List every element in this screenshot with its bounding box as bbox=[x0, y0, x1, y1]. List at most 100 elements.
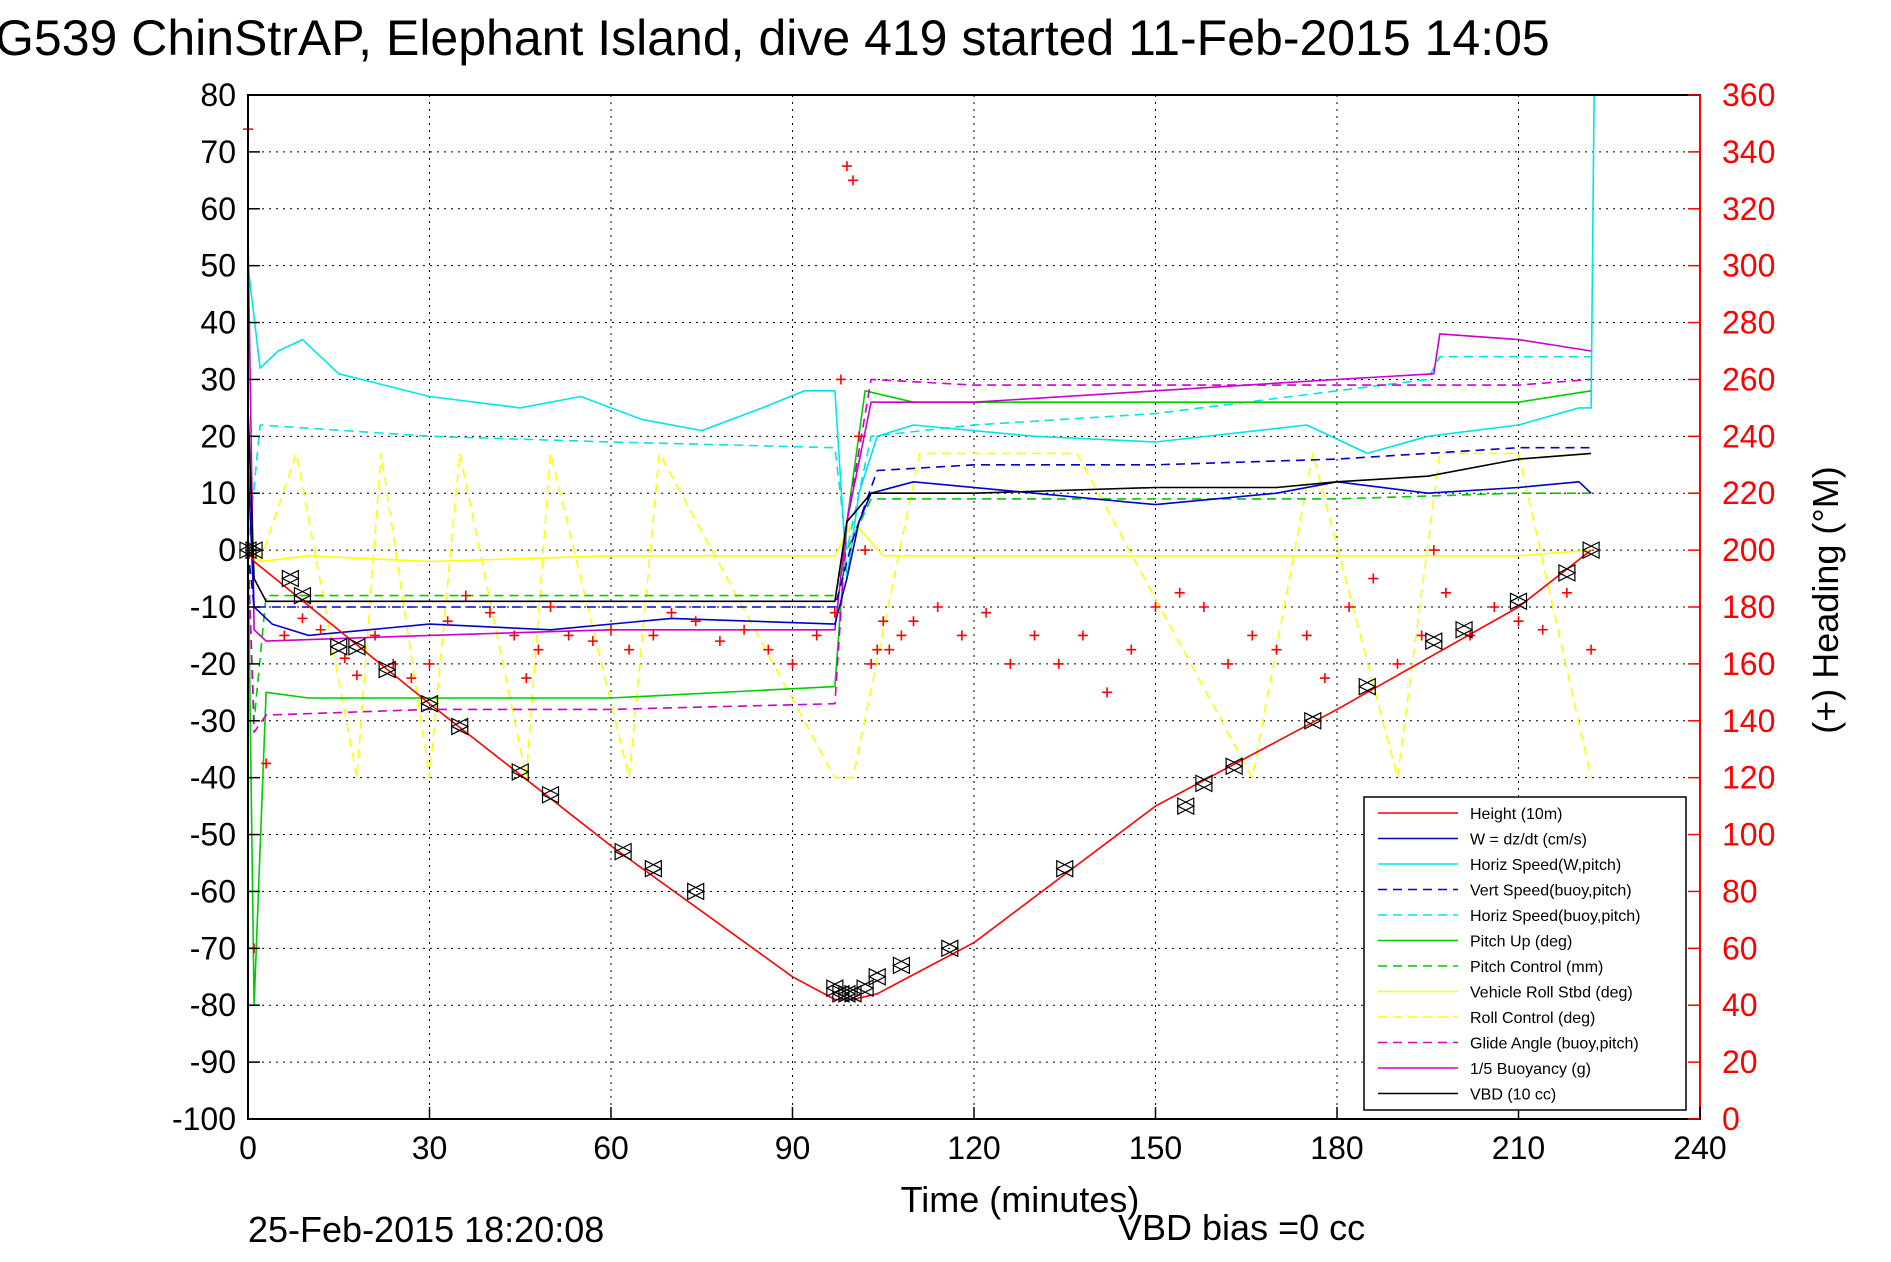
heading-point bbox=[261, 758, 272, 769]
heading-point bbox=[835, 374, 846, 385]
chart-title: G539 ChinStrAP, Elephant Island, dive 41… bbox=[0, 10, 1550, 66]
dive-marker bbox=[420, 694, 439, 713]
legend-entry: Vehicle Roll Stbd (deg) bbox=[1470, 985, 1633, 1002]
heading-point bbox=[406, 673, 417, 684]
series-line-1-5-buoyancy-g bbox=[247, 237, 1592, 642]
heading-point bbox=[1301, 630, 1312, 641]
dive-marker bbox=[867, 967, 887, 986]
heading-point bbox=[829, 607, 840, 618]
right-tick-label: 180 bbox=[1722, 589, 1775, 625]
dive-marker bbox=[892, 956, 911, 975]
heading-point bbox=[1392, 658, 1403, 669]
dive-marker bbox=[1557, 563, 1577, 582]
dive-marker bbox=[644, 859, 663, 878]
dive-marker bbox=[1055, 859, 1075, 878]
x-tick-label: 30 bbox=[412, 1130, 448, 1166]
dive-marker bbox=[1424, 632, 1444, 651]
series-line-w-dz-dt-cm-s bbox=[247, 464, 1592, 637]
heading-point bbox=[370, 630, 381, 641]
heading-point bbox=[1247, 630, 1258, 641]
series-line-roll-control-deg bbox=[247, 452, 1592, 779]
heading-point bbox=[714, 636, 725, 647]
dive-marker bbox=[1303, 711, 1323, 730]
series-line-glide-angle-buoy-pitch bbox=[247, 378, 1592, 734]
dive-marker bbox=[1194, 774, 1214, 793]
heading-point bbox=[1586, 644, 1597, 655]
heading-point bbox=[606, 624, 616, 635]
y-tick-label: 40 bbox=[200, 305, 236, 341]
right-tick-label: 340 bbox=[1722, 134, 1775, 170]
heading-point bbox=[533, 644, 544, 655]
series-line-horiz-speed-w-pitch bbox=[247, 94, 1595, 580]
legend-entry: Height (10m) bbox=[1470, 806, 1562, 823]
heading-point bbox=[981, 607, 992, 618]
heading-point bbox=[854, 431, 865, 442]
heading-point bbox=[587, 636, 598, 647]
x-tick-label: 210 bbox=[1492, 1130, 1545, 1166]
heading-point bbox=[315, 624, 326, 635]
dive-marker bbox=[613, 842, 633, 861]
x-tick-label: 120 bbox=[947, 1130, 1000, 1166]
heading-point bbox=[884, 644, 895, 655]
y-tick-label: 20 bbox=[200, 418, 236, 454]
heading-point bbox=[1102, 687, 1113, 698]
heading-point bbox=[763, 644, 774, 655]
right-tick-label: 80 bbox=[1722, 873, 1758, 909]
right-tick-label: 300 bbox=[1722, 248, 1775, 284]
heading-point bbox=[1416, 630, 1427, 641]
heading-point bbox=[878, 616, 889, 627]
dive-marker bbox=[831, 984, 851, 1003]
series-layer bbox=[247, 94, 1595, 1007]
y-tick-label: -50 bbox=[190, 817, 236, 853]
heading-point bbox=[460, 590, 471, 601]
right-tick-label: 120 bbox=[1722, 760, 1775, 796]
dive-marker bbox=[510, 763, 530, 781]
x-tick-label: 180 bbox=[1310, 1130, 1363, 1166]
y-tick-label: 70 bbox=[200, 134, 236, 170]
footer-vbd-bias: VBD bias =0 cc bbox=[1118, 1207, 1365, 1248]
dive-marker bbox=[450, 717, 470, 736]
y-axis-right: 3603403203002802602402202001801601401201… bbox=[1688, 77, 1775, 1137]
heading-point bbox=[896, 630, 907, 641]
right-tick-label: 220 bbox=[1722, 475, 1775, 511]
heading-point bbox=[424, 658, 435, 669]
right-tick-label: 140 bbox=[1722, 703, 1775, 739]
heading-point bbox=[811, 630, 822, 641]
legend-entry: Pitch Up (deg) bbox=[1470, 934, 1572, 951]
x-tick-label: 60 bbox=[593, 1130, 629, 1166]
series-line-vbd-10-cc bbox=[247, 407, 1592, 603]
legend-entry: Roll Control (deg) bbox=[1470, 1010, 1595, 1027]
legend-entry: VBD (10 cc) bbox=[1470, 1087, 1556, 1104]
y-tick-label: -40 bbox=[190, 760, 236, 796]
dive-marker bbox=[244, 541, 264, 560]
heading-point bbox=[1126, 644, 1137, 655]
heading-point bbox=[1223, 658, 1234, 669]
right-tick-label: 60 bbox=[1722, 930, 1758, 966]
dive-marker bbox=[1454, 620, 1474, 639]
heading-point bbox=[442, 616, 453, 627]
right-tick-label: 260 bbox=[1722, 361, 1775, 397]
legend-entry: Horiz Speed(buoy,pitch) bbox=[1470, 908, 1640, 925]
heading-point bbox=[485, 607, 495, 618]
right-tick-label: 320 bbox=[1722, 191, 1775, 227]
heading-point bbox=[848, 175, 858, 186]
y-tick-label: -20 bbox=[190, 646, 236, 682]
heading-point bbox=[932, 602, 943, 612]
dive-marker bbox=[377, 660, 397, 679]
right-axis-label: (+) Heading (°M) bbox=[1805, 466, 1846, 733]
right-tick-label: 20 bbox=[1722, 1044, 1758, 1080]
legend-box bbox=[1363, 796, 1687, 1111]
right-tick-label: 280 bbox=[1722, 305, 1775, 341]
heading-point bbox=[1174, 587, 1185, 598]
right-tick-label: 240 bbox=[1722, 418, 1775, 454]
heading-point bbox=[872, 644, 883, 655]
y-tick-label: -90 bbox=[190, 1044, 236, 1080]
right-tick-label: 160 bbox=[1722, 646, 1775, 682]
dive-marker bbox=[1176, 797, 1196, 816]
heading-point bbox=[841, 161, 852, 172]
x-tick-label: 240 bbox=[1673, 1130, 1726, 1166]
heading-point bbox=[866, 658, 877, 669]
heading-point bbox=[787, 658, 798, 669]
heading-point bbox=[339, 653, 350, 664]
heading-point bbox=[956, 630, 967, 641]
